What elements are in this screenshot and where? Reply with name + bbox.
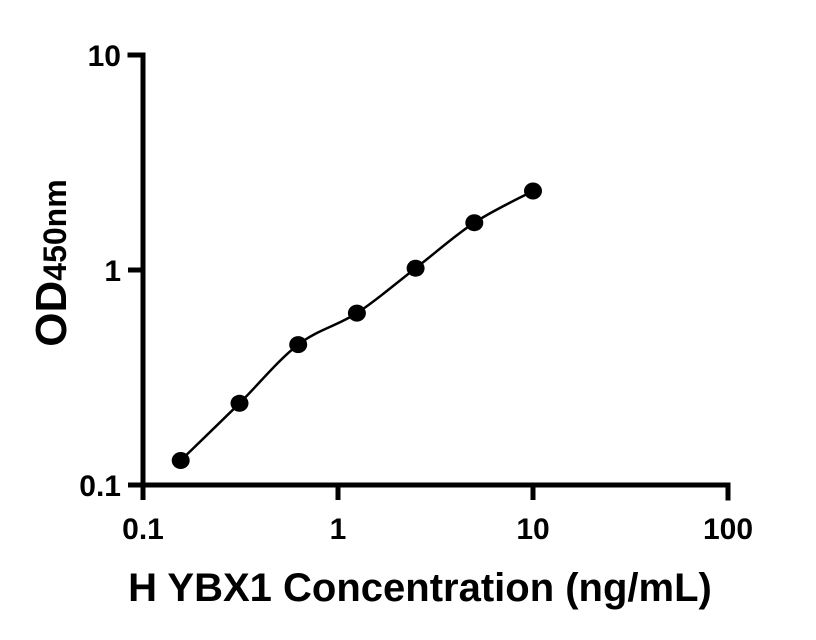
fit-curve-group (179, 189, 534, 462)
axis-frame (127, 52, 731, 501)
y-tick-label: 10 (88, 40, 121, 73)
data-point (171, 452, 190, 469)
data-point (406, 259, 425, 277)
data-points-group (171, 182, 542, 469)
y-axis-title-sub: 450nm (37, 179, 73, 280)
y-axis-title: OD450nm (27, 179, 76, 346)
fit-curve (179, 189, 534, 462)
y-axis-title-main: OD (27, 281, 76, 347)
data-point (465, 214, 484, 232)
x-tick-label: 10 (516, 513, 549, 546)
data-point (347, 304, 366, 322)
y-tick-label: 0.1 (79, 470, 121, 503)
data-point (230, 394, 249, 412)
x-tick-label: 0.1 (122, 513, 164, 546)
tick-labels-group: 0.1 1 10 0.1 1 10 100 (79, 40, 753, 546)
data-point (524, 182, 542, 200)
x-axis-title: H YBX1 Concentration (ng/mL) (128, 566, 712, 610)
x-tick-label: 100 (703, 513, 753, 546)
y-tick-label: 1 (104, 255, 121, 288)
axes (127, 52, 731, 501)
data-point (289, 336, 308, 354)
x-tick-label: 1 (330, 513, 347, 546)
